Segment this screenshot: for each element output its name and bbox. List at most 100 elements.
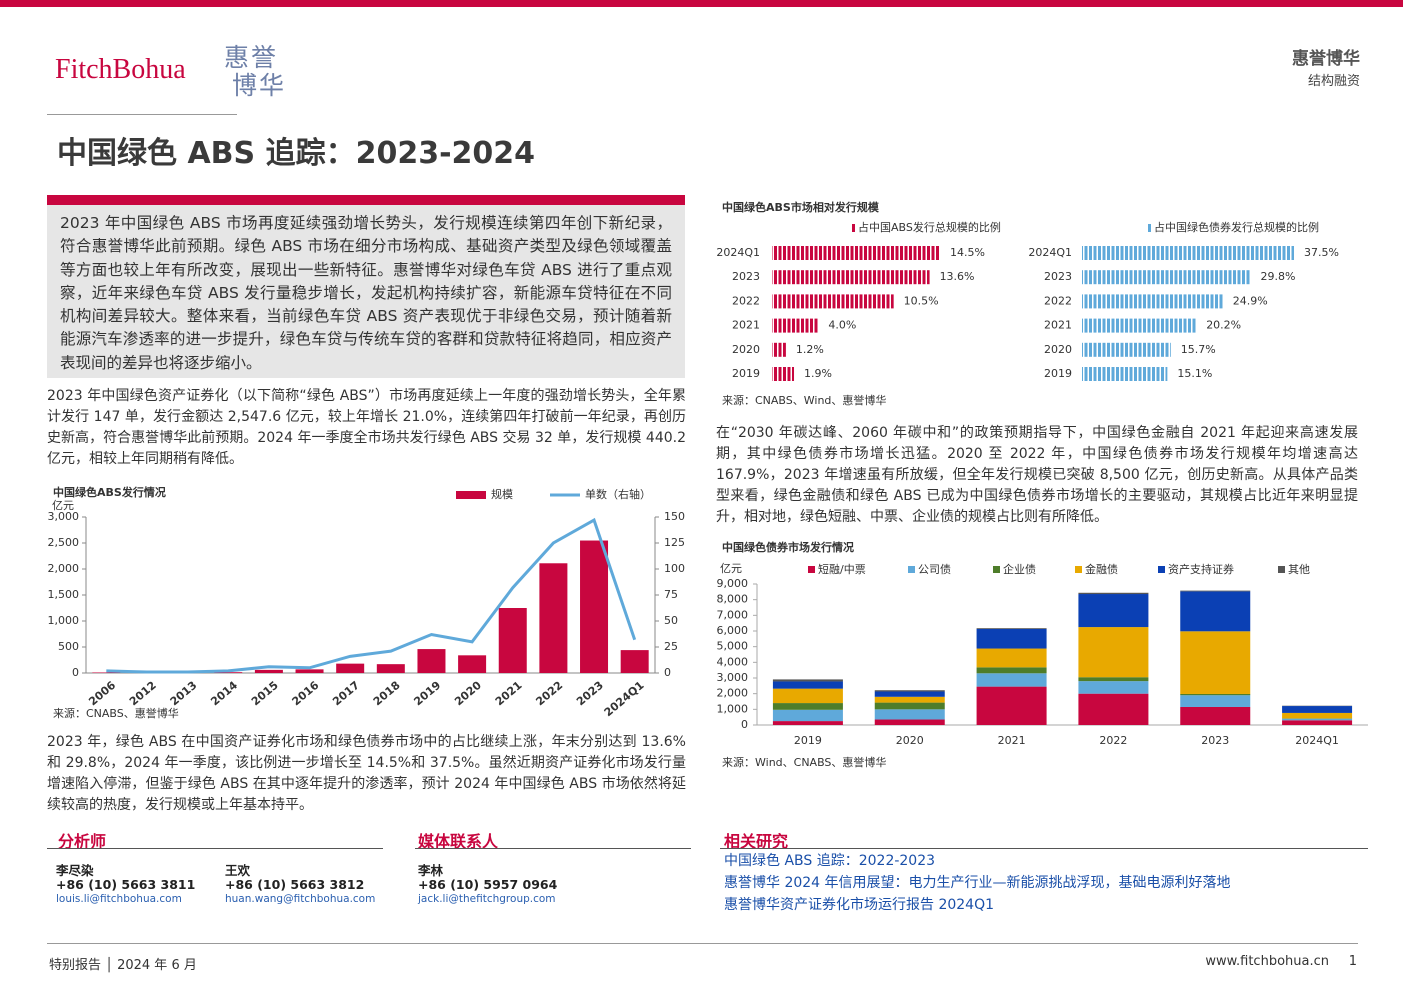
x-tick-label: 2021	[493, 679, 525, 709]
y-tick-label: 6,000	[717, 624, 749, 637]
legend-marker	[908, 566, 915, 573]
bar-segment	[772, 688, 843, 704]
legend-marker	[1278, 566, 1285, 573]
x-tick-label: 2006	[86, 678, 118, 708]
bar	[772, 318, 819, 333]
x-tick-label: 2020	[896, 734, 924, 747]
legend-label: 规模	[491, 487, 513, 501]
bar-segment	[976, 648, 1047, 668]
legend-marker	[808, 566, 815, 573]
bar	[92, 672, 121, 673]
source: 来源：CNABS、惠誉博华	[53, 706, 179, 720]
contact-phone: +86 (10) 5663 3811	[56, 877, 196, 892]
section-heading: 相关研究	[724, 832, 789, 851]
bar	[498, 608, 527, 673]
bar-segment	[772, 709, 843, 722]
top-bar	[0, 0, 1403, 7]
legend-label: 其他	[1288, 563, 1310, 576]
bar-segment	[874, 702, 945, 710]
bar-segment	[874, 690, 945, 692]
bar-segment	[1078, 693, 1149, 725]
legend-marker	[852, 224, 855, 232]
bar	[1082, 342, 1171, 357]
value-label: 24.9%	[1233, 294, 1268, 307]
y-tick-label: 2021	[732, 319, 760, 332]
bar-segment	[976, 628, 1047, 649]
rule	[415, 848, 691, 849]
bar-segment	[1180, 695, 1251, 707]
bar	[254, 669, 283, 673]
logo-mark: 博华	[232, 71, 287, 100]
value-label: 14.5%	[950, 246, 985, 259]
y2-tick-label: 50	[664, 614, 678, 627]
bar	[1082, 318, 1197, 333]
x-tick-label: 2023	[574, 679, 606, 709]
related-link[interactable]: 惠誉博华 2024 年信用展望：电力生产行业—新能源挑战浮现，基础电源利好落地	[724, 875, 1231, 891]
rule	[47, 848, 383, 849]
y-tick-label: 2020	[1044, 343, 1072, 356]
bar	[772, 294, 894, 309]
legend-marker	[1158, 566, 1165, 573]
value-label: 4.0%	[828, 319, 856, 332]
x-tick-label: 2013	[168, 679, 200, 709]
y-tick-label: 2020	[732, 343, 760, 356]
page-title: 中国绿色 ABS 追踪：2023-2024	[57, 136, 536, 171]
y-tick-label: 2,500	[48, 536, 80, 549]
bar	[1082, 246, 1294, 260]
contact-name: 李尽染	[56, 863, 94, 878]
related-link[interactable]: 惠誉博华资产证券化市场运行报告 2024Q1	[724, 897, 995, 913]
bar	[336, 663, 365, 673]
y-tick-label: 7,000	[717, 608, 749, 621]
axis-title: 亿元	[720, 562, 742, 575]
value-label: 10.5%	[904, 294, 939, 307]
value-label: 1.2%	[796, 343, 824, 356]
y-tick-label: 9,000	[717, 577, 749, 590]
bar-segment	[1282, 706, 1353, 713]
value-label: 20.2%	[1206, 319, 1241, 332]
bar-segment	[1078, 592, 1149, 595]
contact-name: 李林	[418, 863, 444, 878]
contact-email[interactable]: huan.wang@fitchbohua.com	[225, 893, 376, 905]
bar	[772, 342, 786, 357]
footer-rule	[47, 943, 1358, 944]
bar-segment	[1078, 681, 1149, 694]
y-tick-label: 2019	[1044, 367, 1072, 380]
x-tick-label: 2012	[127, 679, 159, 709]
summary: 2023 年中国绿色 ABS 市场再度延续强劲增长势头，发行规模连续第四年创下新…	[47, 205, 685, 378]
y-tick-label: 2,000	[717, 687, 749, 700]
bar-segment	[874, 709, 945, 720]
bar-segment	[1282, 718, 1353, 721]
legend-label: 占中国ABS发行总规模的比例	[858, 220, 1001, 234]
bar-segment	[1078, 594, 1149, 628]
chart-title: 中国绿色债券市场发行情况	[722, 540, 854, 554]
y2-tick-label: 0	[664, 666, 671, 679]
x-tick-label: 2015	[249, 679, 281, 709]
value-label: 15.7%	[1181, 343, 1216, 356]
bar-segment	[1078, 677, 1149, 682]
x-tick-label: 2014	[208, 678, 240, 708]
summary-bar	[47, 195, 685, 205]
bar	[376, 664, 405, 673]
bar-segment	[772, 721, 843, 725]
paragraph: 2023 年，绿色 ABS 在中国资产证券化市场和绿色债券市场中的占比继续上涨，…	[47, 734, 686, 813]
footer-site[interactable]: www.fitchbohua.cn	[1205, 954, 1329, 969]
value-label: 1.9%	[804, 367, 832, 380]
legend-label: 单数（右轴）	[585, 487, 651, 501]
line-series	[106, 517, 637, 674]
y-tick-label: 1,500	[48, 588, 80, 601]
y2-tick-label: 150	[664, 510, 685, 523]
section-heading: 分析师	[58, 832, 107, 851]
related-link[interactable]: 中国绿色 ABS 追踪：2022-2023	[724, 853, 936, 869]
legend-label: 占中国绿色债券发行总规模的比例	[1154, 220, 1319, 234]
y-tick-label: 8,000	[717, 593, 749, 606]
bar-segment	[1282, 712, 1353, 719]
bar	[1082, 294, 1223, 309]
bar-segment	[1180, 591, 1251, 632]
y-tick-label: 0	[741, 718, 748, 731]
chart-title: 中国绿色ABS发行情况	[53, 485, 166, 499]
contact-email[interactable]: jack.li@thefitchgroup.com	[418, 893, 556, 905]
page-number: 1	[1348, 954, 1357, 969]
legend-marker	[456, 491, 486, 499]
bar-segment	[874, 691, 945, 697]
contact-email[interactable]: louis.li@fitchbohua.com	[56, 893, 182, 905]
